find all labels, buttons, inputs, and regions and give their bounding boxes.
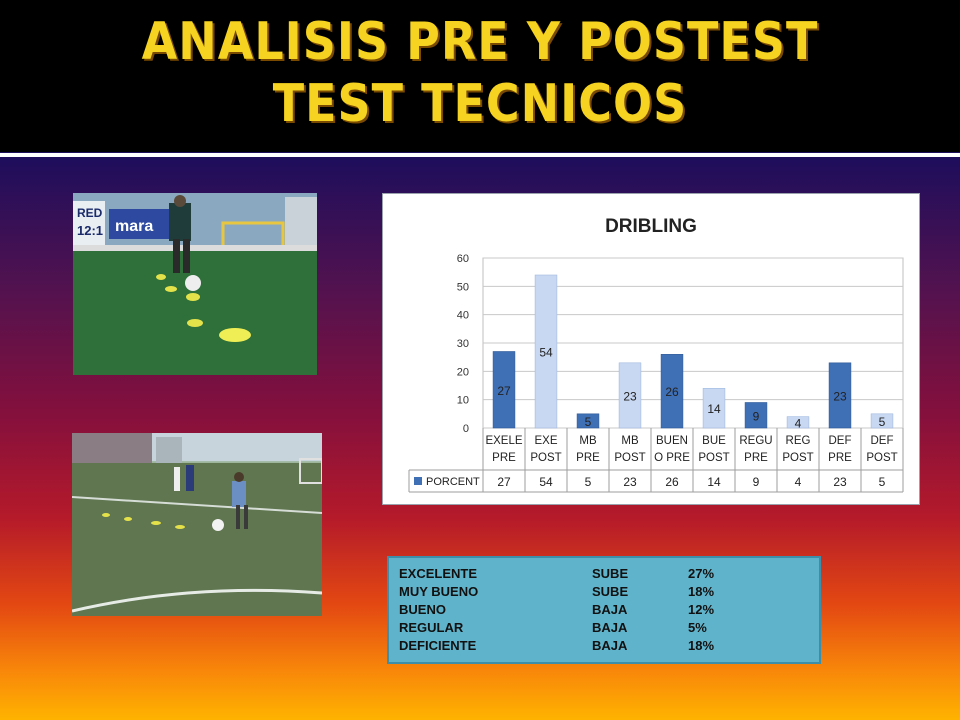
- summary-value: 5%: [688, 620, 707, 635]
- x-tick-label: POST: [782, 452, 813, 464]
- x-tick-label: BUE: [702, 435, 726, 447]
- dribbling-photo-outdoor: [72, 433, 322, 616]
- x-tick-label: POST: [530, 452, 561, 464]
- summary-trend: SUBE: [592, 566, 629, 581]
- summary-value: 18%: [688, 638, 715, 653]
- dribbling-photo-indoor: RED 12:1 mara: [73, 193, 317, 375]
- x-tick-label: PRE: [828, 452, 852, 464]
- y-tick-label: 0: [463, 423, 469, 435]
- y-tick-label: 50: [457, 281, 469, 293]
- bar: [702, 388, 726, 429]
- bar: [660, 354, 684, 429]
- x-tick-label: POST: [698, 452, 729, 464]
- summary-value: 27%: [688, 566, 715, 581]
- chart-title: DRIBLING: [605, 216, 697, 237]
- table-value: 14: [707, 475, 721, 489]
- x-tick-label: BUEN: [656, 435, 688, 447]
- bar-data-label: 27: [497, 384, 511, 398]
- x-tick-label: REG: [786, 435, 811, 447]
- table-value: 23: [623, 475, 637, 489]
- y-tick-label: 30: [457, 338, 469, 350]
- sign-brand: mara: [115, 218, 153, 235]
- table-value: 4: [795, 475, 802, 489]
- summary-trend: BAJA: [592, 620, 628, 635]
- summary-value: 18%: [688, 584, 715, 599]
- y-tick-label: 20: [457, 366, 469, 378]
- bar: [786, 416, 810, 429]
- y-tick-label: 60: [457, 253, 469, 265]
- bar: [576, 413, 600, 429]
- x-tick-label: MB: [621, 435, 639, 447]
- table-value: 54: [539, 475, 553, 489]
- bar: [828, 362, 852, 429]
- table-value: 27: [497, 475, 511, 489]
- title-divider: [0, 153, 960, 157]
- legend-swatch: [414, 477, 422, 485]
- summary-level: EXCELENTE: [399, 566, 478, 581]
- results-summary: EXCELENTE SUBE 27% MUY BUENO SUBE 18% BU…: [387, 556, 821, 664]
- bar: [870, 413, 894, 429]
- summary-trend: BAJA: [592, 602, 628, 617]
- bar: [492, 351, 516, 429]
- bar: [744, 402, 768, 429]
- sign-red: RED: [77, 206, 103, 220]
- x-tick-label: PRE: [492, 452, 516, 464]
- table-value: 26: [665, 475, 679, 489]
- x-tick-label: DEF: [829, 435, 852, 447]
- summary-level: REGULAR: [399, 620, 464, 635]
- legend-label: PORCENT: [426, 476, 480, 488]
- table-value: 23: [833, 475, 847, 489]
- x-tick-label: PRE: [576, 452, 600, 464]
- sign-score: 12:1: [77, 223, 103, 238]
- x-tick-label: EXELE: [485, 435, 522, 447]
- x-tick-label: DEF: [871, 435, 894, 447]
- x-tick-label: PRE: [744, 452, 768, 464]
- summary-level: MUY BUENO: [399, 584, 479, 599]
- bar-data-label: 54: [539, 346, 553, 360]
- x-tick-label: REGU: [739, 435, 772, 447]
- x-tick-label: POST: [614, 452, 645, 464]
- x-tick-label: POST: [866, 452, 897, 464]
- bar-data-label: 26: [665, 385, 679, 399]
- summary-trend: SUBE: [592, 584, 629, 599]
- table-value: 5: [879, 475, 886, 489]
- bar-data-label: 5: [585, 415, 592, 429]
- x-tick-label: O PRE: [654, 452, 690, 464]
- table-value: 5: [585, 475, 592, 489]
- bar: [618, 362, 642, 429]
- summary-value: 12%: [688, 602, 715, 617]
- summary-level: DEFICIENTE: [399, 638, 477, 653]
- bar-data-label: 9: [753, 409, 760, 423]
- summary-trend: BAJA: [592, 638, 628, 653]
- slide-subtitle: TEST TECNICOS: [272, 72, 688, 134]
- bar-data-label: 5: [879, 415, 886, 429]
- bar-data-label: 4: [795, 416, 802, 430]
- bar-data-label: 14: [707, 402, 721, 416]
- y-tick-label: 40: [457, 310, 469, 322]
- summary-level: BUENO: [399, 602, 446, 617]
- x-tick-label: EXE: [534, 435, 557, 447]
- dribling-chart: DRIBLING 0 10 20 30 40 50 60 27 54 5 23 26 14 9 4 23 5 EX…: [382, 193, 920, 505]
- y-tick-label: 10: [457, 395, 469, 407]
- bar: [534, 274, 558, 429]
- x-tick-label: MB: [579, 435, 597, 447]
- bar-data-label: 23: [623, 389, 637, 403]
- slide-title: ANALISIS PRE Y POSTEST: [141, 10, 819, 72]
- bar-data-label: 23: [833, 389, 847, 403]
- title-bar: ANALISIS PRE Y POSTEST TEST TECNICOS: [0, 0, 960, 152]
- table-value: 9: [753, 475, 760, 489]
